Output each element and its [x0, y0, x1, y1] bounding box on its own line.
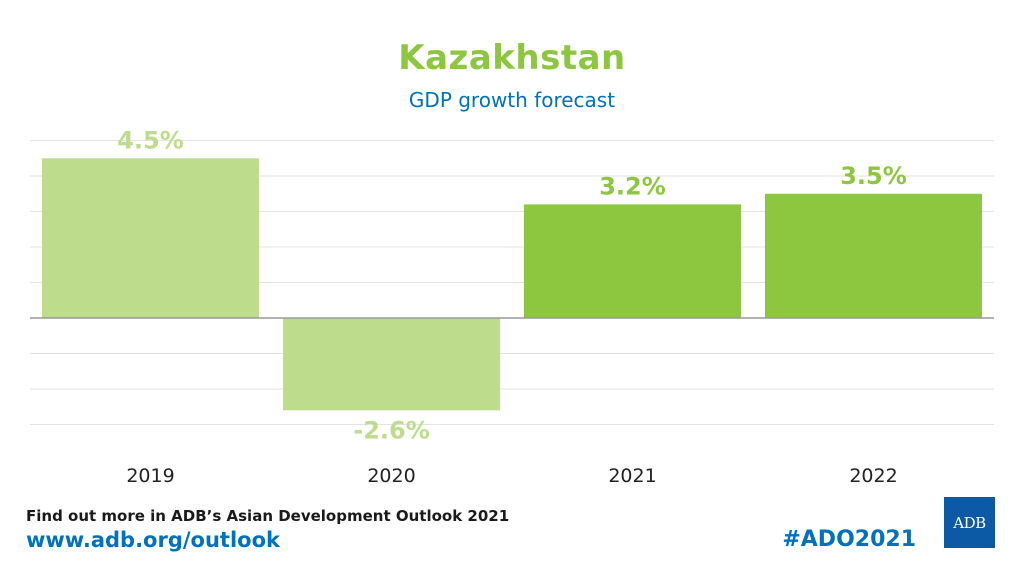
footer-caption: Find out more in ADB’s Asian Development… — [26, 507, 510, 525]
data-label-2022: 3.5% — [840, 162, 907, 190]
x-tick-2021: 2021 — [608, 465, 656, 487]
bar-2021 — [524, 204, 741, 318]
x-tick-2022: 2022 — [849, 465, 897, 487]
bar-chart: 4.5% -2.6% 3.2% 3.5% 2019 2020 2021 2022 — [30, 126, 994, 487]
value-labels: 4.5% -2.6% 3.2% 3.5% — [117, 126, 907, 444]
chart-title: Kazakhstan — [398, 38, 626, 78]
bar-2020 — [283, 318, 500, 411]
data-label-2019: 4.5% — [117, 126, 184, 154]
adb-logo: ADB — [944, 497, 995, 548]
x-tick-2020: 2020 — [367, 465, 415, 487]
outlook-link[interactable]: www.adb.org/outlook — [26, 528, 280, 552]
bars — [42, 158, 982, 411]
bar-2022 — [765, 193, 982, 318]
bar-2019 — [42, 158, 259, 318]
chart-subtitle: GDP growth forecast — [408, 88, 616, 112]
x-tick-labels: 2019 2020 2021 2022 — [126, 465, 897, 487]
adb-logo-text: ADB — [953, 513, 986, 532]
data-label-2020: -2.6% — [353, 416, 430, 444]
data-label-2021: 3.2% — [599, 172, 666, 200]
hashtag: #ADO2021 — [782, 527, 916, 552]
x-tick-2019: 2019 — [126, 465, 174, 487]
